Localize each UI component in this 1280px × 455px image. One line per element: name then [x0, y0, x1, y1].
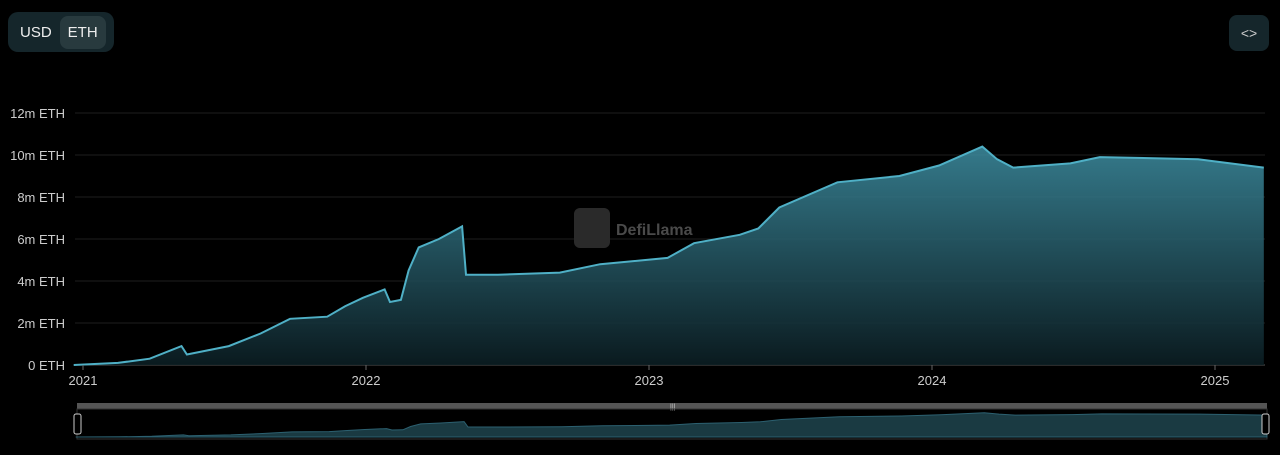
- currency-toggle[interactable]: USD ETH: [8, 12, 114, 52]
- usd-option[interactable]: USD: [20, 23, 52, 41]
- y-tick-label: 12m ETH: [10, 106, 65, 121]
- svg-text:DefiLlama: DefiLlama: [616, 222, 693, 239]
- code-icon: <>: [1240, 25, 1258, 41]
- y-tick-label: 8m ETH: [17, 190, 65, 205]
- x-tick-label: 2021: [69, 373, 98, 388]
- area-fill: [73, 146, 1264, 365]
- slider-track[interactable]: [77, 403, 1267, 409]
- embed-button[interactable]: <>: [1229, 15, 1269, 51]
- eth-option[interactable]: ETH: [59, 15, 106, 49]
- y-tick-label: 10m ETH: [10, 148, 65, 163]
- y-tick-label: 0 ETH: [28, 358, 65, 373]
- series-line: [73, 145, 1264, 366]
- y-tick-label: 2m ETH: [17, 316, 65, 331]
- slider-handle-left[interactable]: [73, 413, 82, 435]
- y-tick-label: 4m ETH: [17, 274, 65, 289]
- range-slider[interactable]: |||: [73, 403, 1270, 440]
- y-tick-label: 6m ETH: [17, 232, 65, 247]
- svg-text:|||: |||: [670, 404, 676, 411]
- x-tick-label: 2022: [352, 373, 381, 388]
- x-tick-label: 2024: [918, 373, 947, 388]
- slider-handle-right[interactable]: [1261, 413, 1270, 435]
- x-tick-label: 2023: [635, 373, 664, 388]
- x-tick-label: 2025: [1201, 373, 1230, 388]
- watermark: DefiLlama: [574, 208, 693, 248]
